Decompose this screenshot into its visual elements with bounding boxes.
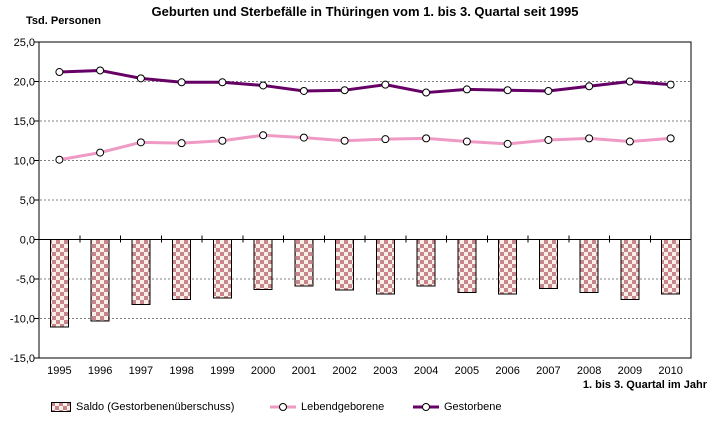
lebendgeborene-marker-1996 <box>96 148 105 157</box>
gestorbene-line <box>55 66 675 97</box>
gestorbene-marker-2003 <box>381 80 390 89</box>
legend-item-gestorbene: Gestorbene <box>413 399 501 415</box>
lebendgeborene-marker-2010 <box>666 134 675 143</box>
saldo-pattern-swatch <box>51 402 71 412</box>
gestorbene-marker-1999 <box>218 78 227 87</box>
lebendgeborene-marker-2003 <box>381 135 390 144</box>
gestorbene-marker-2007 <box>544 86 553 95</box>
lebendgeborene-marker-2000 <box>259 131 268 140</box>
year-label: 2007 <box>536 365 560 377</box>
bar-1995 <box>49 239 69 328</box>
y-tick-label: -15,0 <box>10 353 35 365</box>
bar-2004 <box>416 239 436 287</box>
y-tick-label: 10,0 <box>14 156 35 168</box>
lebendgeborene-marker-2002 <box>340 136 349 145</box>
lebendgeborene-marker-2006 <box>503 139 512 148</box>
legend-label-gestorbene: Gestorbene <box>444 401 502 413</box>
lebendgeborene-line <box>55 131 675 164</box>
lebendgeborene-marker-1998 <box>177 139 186 148</box>
lebendgeborene-marker-1997 <box>136 138 145 147</box>
bar-1997 <box>131 239 151 305</box>
bar-2005 <box>457 239 477 293</box>
lebendgeborene-marker-1995 <box>55 155 64 164</box>
gestorbene-marker-1995 <box>55 68 64 77</box>
year-label: 1998 <box>169 365 193 377</box>
gestorbene-marker-2002 <box>340 86 349 95</box>
gestorbene-marker-2001 <box>299 86 308 95</box>
lebendgeborene-marker-2004 <box>422 134 431 143</box>
y-tick-label: -5,0 <box>16 274 35 286</box>
lebendgeborene-marker-2005 <box>462 137 471 146</box>
gestorbene-marker-1998 <box>177 78 186 87</box>
bar-2008 <box>579 239 599 293</box>
y-tick-label: 0,0 <box>20 235 35 247</box>
lebendgeborene-marker-2007 <box>544 135 553 144</box>
bar-2007 <box>538 239 558 289</box>
bar-2009 <box>620 239 640 301</box>
bar-1999 <box>212 239 232 299</box>
gestorbene-marker-2010 <box>666 80 675 89</box>
lebendgeborene-marker-2008 <box>585 134 594 143</box>
year-label: 2004 <box>414 365 438 377</box>
lebendgeborene-line-swatch <box>270 402 296 412</box>
saldo-bars <box>49 239 681 328</box>
year-label: 1995 <box>47 365 71 377</box>
year-label: 1999 <box>210 365 234 377</box>
bar-1996 <box>90 239 110 322</box>
bar-2002 <box>335 239 355 291</box>
bar-1998 <box>172 239 192 301</box>
plot-area: 25,0 20,0 15,0 10,0 5,0 0,0 -5,0 -10,0 -15,0 1995… <box>10 37 692 377</box>
y-axis-unit-label: Tsd. Personen <box>26 15 101 27</box>
year-label: 2005 <box>455 365 479 377</box>
gestorbene-line-swatch <box>413 402 439 412</box>
gestorbene-marker-2004 <box>422 88 431 97</box>
gestorbene-marker-2008 <box>585 82 594 91</box>
x-axis-title: 1. bis 3. Quartal im Jahr <box>582 379 707 391</box>
year-label: 2010 <box>658 365 682 377</box>
year-label: 2009 <box>618 365 642 377</box>
bar-2003 <box>375 239 395 295</box>
bar-2010 <box>661 239 681 295</box>
bar-2000 <box>253 239 273 290</box>
lebendgeborene-marker-1999 <box>218 136 227 145</box>
y-axis: 25,0 20,0 15,0 10,0 5,0 0,0 -5,0 -10,0 -15,0 <box>10 37 39 365</box>
bar-2006 <box>498 239 518 295</box>
gestorbene-marker-1996 <box>96 66 105 75</box>
chart-title: Geburten und Sterbefälle in Thüringen vo… <box>151 4 579 19</box>
legend-label-lebendgeborene: Lebendgeborene <box>301 401 385 413</box>
y-tick-label: 25,0 <box>14 37 35 49</box>
gestorbene-marker-2005 <box>462 85 471 94</box>
gestorbene-marker-2009 <box>625 77 634 86</box>
y-tick-label: 5,0 <box>20 195 35 207</box>
gestorbene-marker-2000 <box>259 81 268 90</box>
gestorbene-marker-2006 <box>503 86 512 95</box>
y-tick-label: 15,0 <box>14 116 35 128</box>
x-tick-labels: 1995 1996 1997 1998 1999 2000 2001 2002 2003 2004… <box>47 365 683 377</box>
y-tick-label: -10,0 <box>10 314 35 326</box>
bar-2001 <box>294 239 314 287</box>
legend-item-lebendgeborene: Lebendgeborene <box>270 399 384 415</box>
year-label: 2006 <box>495 365 519 377</box>
year-label: 2008 <box>577 365 601 377</box>
legend: Saldo (Gestorbenenüberschuss) Lebendgebo… <box>0 399 711 419</box>
lebendgeborene-marker-2001 <box>299 133 308 142</box>
gestorbene-marker-1997 <box>136 74 145 83</box>
legend-item-saldo: Saldo (Gestorbenenüberschuss) <box>51 399 234 415</box>
year-label: 2001 <box>292 365 316 377</box>
year-label: 1996 <box>88 365 112 377</box>
y-tick-label: 20,0 <box>14 77 35 89</box>
year-label: 1997 <box>129 365 153 377</box>
year-label: 2000 <box>251 365 275 377</box>
x-axis <box>38 235 692 243</box>
year-label: 2002 <box>332 365 356 377</box>
year-label: 2003 <box>373 365 397 377</box>
lebendgeborene-marker-2009 <box>625 137 634 146</box>
legend-label-saldo: Saldo (Gestorbenenüberschuss) <box>76 401 235 413</box>
